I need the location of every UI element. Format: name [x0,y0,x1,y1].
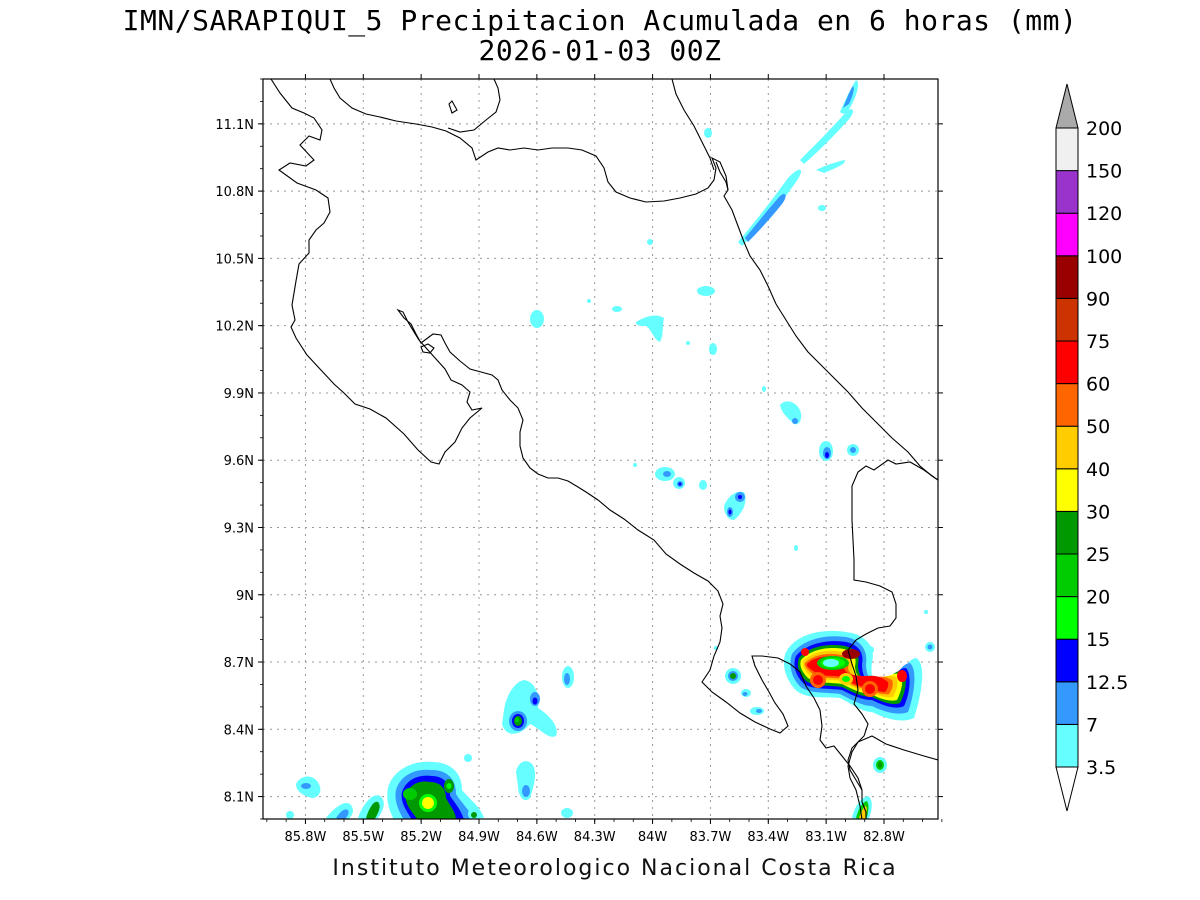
colorbar-high-arrow [1055,83,1079,129]
colorbar-label: 40 [1086,459,1110,481]
colorbar-label: 90 [1086,288,1110,310]
colorbar-label: 20 [1086,587,1110,609]
colorbar-label: 7 [1086,714,1098,736]
lat-tick-label: 8.4N [224,723,254,738]
lon-tick-label: 83.7W [690,830,732,845]
longitude-axis: 85.8W 85.5W 85.2W 84.9W 84.6W 84.3W 84W 83.7W 83… [266,74,943,845]
colorbar-label: 75 [1086,331,1110,353]
map-title: IMN/SARAPIQUI_5 Precipitacion Acumulada … [122,4,1078,37]
lat-tick-label: 9.6N [224,454,254,469]
colorbar-swatch-3 [1055,596,1079,640]
colorbar-swatch-13 [1055,170,1079,214]
lon-tick-label: 83.4W [747,830,789,845]
lon-tick-label: 85.5W [342,830,384,845]
lon-tick-label: 82.8W [863,830,905,845]
colorbar-swatch-7 [1055,425,1079,470]
lat-tick-label: 10.5N [215,252,254,267]
colorbar-label: 200 [1086,118,1122,140]
colorbar-swatch-6 [1055,468,1079,512]
colorbar-low-arrow [1055,766,1079,812]
colorbar-swatch-5 [1055,510,1079,555]
colorbar-label: 50 [1086,416,1110,438]
colorbar-label: 120 [1086,203,1122,225]
lon-tick-label: 84W [638,830,668,845]
lat-tick-label: 9.3N [224,521,254,536]
precip-osa [714,646,887,819]
footer-credit: Instituto Meteorologico Nacional Costa R… [332,856,898,881]
colorbar-swatch-8 [1055,383,1079,427]
colorbar-swatch-4 [1055,553,1079,598]
map-background [263,79,938,819]
precip-cluster-southeast [783,630,935,721]
colorbar-label: 12.5 [1086,672,1128,694]
colorbar-label: 150 [1086,161,1122,183]
lat-tick-label: 10.8N [215,185,254,200]
colorbar-label: 30 [1086,501,1110,523]
lon-tick-label: 85.8W [285,830,327,845]
lat-tick-label: 11.1N [215,118,254,133]
colorbar-swatch-11 [1055,255,1079,299]
colorbar-swatch-10 [1055,297,1079,342]
lon-tick-label: 84.6W [516,830,558,845]
colorbar-swatch-12 [1055,212,1079,257]
colorbar-label: 100 [1086,246,1122,268]
lat-tick-label: 9N [236,589,254,604]
colorbar-label: 60 [1086,374,1110,396]
colorbar-label: 25 [1086,544,1110,566]
lon-tick-label: 83.1W [805,830,847,845]
colorbar-label: 3.5 [1086,757,1116,779]
colorbar-swatch-9 [1055,340,1079,385]
latitude-axis: 11.1N 10.8N 10.5N 10.2N 9.9N 9.6N 9.3N 9N 8.7N 8.… [215,78,943,820]
lat-tick-label: 9.9N [224,387,254,402]
coastlines [270,79,938,819]
colorbar-swatch-14 [1055,127,1079,172]
colorbar-label: 15 [1086,629,1110,651]
colorbar: 3.5 7 12.5 15 20 25 30 40 50 60 75 90 100 120 150 200 [1055,83,1128,812]
colorbar-swatch-1 [1055,681,1079,725]
lon-tick-label: 84.9W [458,830,500,845]
lat-tick-label: 10.2N [215,320,254,335]
precip-pacific-southwest [286,666,574,819]
colorbar-swatch-2 [1055,638,1079,683]
precip-band-caribbean [647,80,859,246]
lat-tick-label: 8.7N [224,656,254,671]
lon-tick-label: 85.2W [400,830,442,845]
map-valid-time: 2026-01-03 00Z [478,34,722,67]
lon-tick-label: 84.3W [574,830,616,845]
map-frame [262,78,939,820]
precip-scattered-north [530,286,928,614]
colorbar-swatch-0 [1055,723,1079,768]
lat-tick-label: 8.1N [224,791,254,806]
